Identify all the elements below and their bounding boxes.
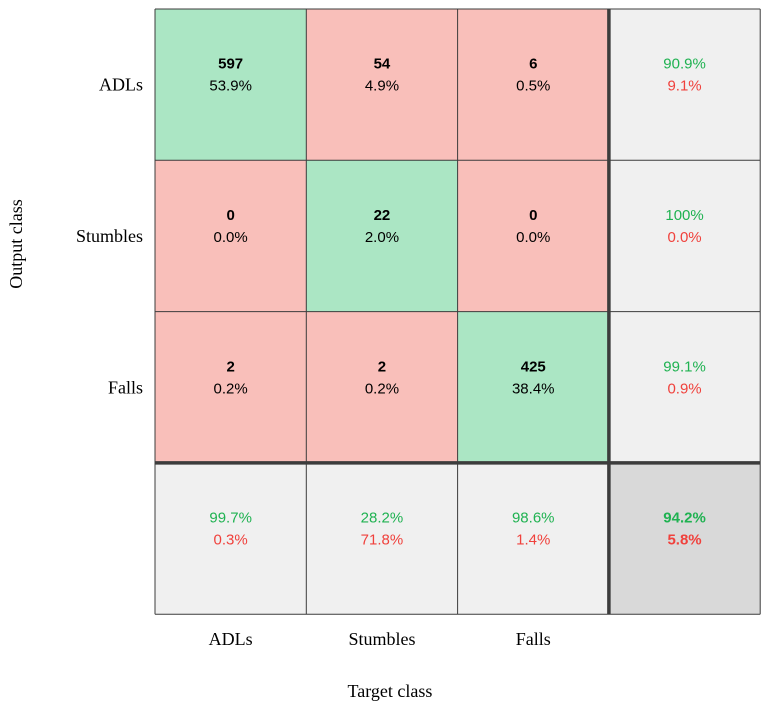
cell-pct-r1-c3: 0.5% — [516, 78, 550, 95]
cell-pct-r2-c2: 2.0% — [365, 229, 399, 246]
matrix-cell-r2-c2 — [306, 160, 458, 312]
col-summary-cell-2 — [306, 462, 458, 615]
overall-correct: 94.2% — [663, 510, 706, 527]
matrix-cell-r1-c3 — [457, 9, 609, 161]
row-summary-correct-2: 100% — [665, 207, 703, 224]
matrix-cell-r3-c1 — [155, 311, 307, 463]
col-summary-correct-1: 99.7% — [209, 510, 252, 527]
cell-pct-r2-c1: 0.0% — [214, 229, 248, 246]
y-tick-label-1: ADLs — [99, 75, 143, 95]
y-tick-label-2: Stumbles — [76, 226, 143, 246]
cell-count-r1-c3: 6 — [529, 56, 537, 73]
overall-accuracy-cell — [608, 462, 761, 615]
cell-pct-r1-c2: 4.9% — [365, 78, 399, 95]
cell-count-r1-c1: 597 — [218, 56, 243, 73]
cell-pct-r2-c3: 0.0% — [516, 229, 550, 246]
cell-pct-r3-c1: 0.2% — [214, 380, 248, 397]
row-summary-cell-1 — [608, 9, 761, 161]
col-summary-cell-1 — [155, 462, 307, 615]
row-summary-correct-3: 99.1% — [663, 358, 706, 375]
row-summary-cell-2 — [608, 160, 761, 312]
cell-count-r1-c2: 54 — [374, 56, 391, 73]
x-tick-label-1: ADLs — [209, 629, 253, 649]
cell-pct-r3-c3: 38.4% — [512, 380, 555, 397]
row-summary-error-2: 0.0% — [667, 229, 701, 246]
col-summary-correct-3: 98.6% — [512, 510, 555, 527]
col-summary-error-1: 0.3% — [214, 532, 248, 549]
col-summary-error-3: 1.4% — [516, 532, 550, 549]
cell-count-r2-c1: 0 — [226, 207, 234, 224]
y-tick-label-3: Falls — [108, 377, 143, 397]
y-axis-label: Output class — [6, 199, 26, 289]
cell-count-r2-c2: 22 — [374, 207, 391, 224]
col-summary-cell-3 — [457, 462, 609, 615]
cell-count-r3-c1: 2 — [226, 358, 234, 375]
matrix-cell-r2-c1 — [155, 160, 307, 312]
row-summary-correct-1: 90.9% — [663, 56, 706, 73]
cell-count-r3-c2: 2 — [378, 358, 386, 375]
col-summary-correct-2: 28.2% — [361, 510, 404, 527]
x-tick-label-3: Falls — [516, 629, 551, 649]
overall-error: 5.8% — [667, 532, 701, 549]
row-summary-cell-3 — [608, 311, 761, 463]
x-axis-label: Target class — [348, 681, 433, 701]
cell-count-r3-c3: 425 — [521, 358, 546, 375]
cells-layer — [155, 9, 761, 615]
matrix-cell-r1-c1 — [155, 9, 307, 161]
matrix-cell-r2-c3 — [457, 160, 609, 312]
grid-lines-layer — [154, 8, 761, 615]
matrix-cell-r1-c2 — [306, 9, 458, 161]
cell-pct-r1-c1: 53.9% — [209, 78, 252, 95]
row-summary-error-1: 9.1% — [667, 78, 701, 95]
cell-count-r2-c3: 0 — [529, 207, 537, 224]
text-layer: 597 53.9% 54 4.9% 6 0.5% 0 0.0% 22 2.0% 0 0.0% 2 0.2%… — [76, 56, 706, 650]
row-summary-error-3: 0.9% — [667, 380, 701, 397]
x-tick-label-2: Stumbles — [348, 629, 415, 649]
col-summary-error-2: 71.8% — [361, 532, 404, 549]
matrix-cell-r3-c2 — [306, 311, 458, 463]
cell-pct-r3-c2: 0.2% — [365, 380, 399, 397]
matrix-cell-r3-c3 — [457, 311, 609, 463]
